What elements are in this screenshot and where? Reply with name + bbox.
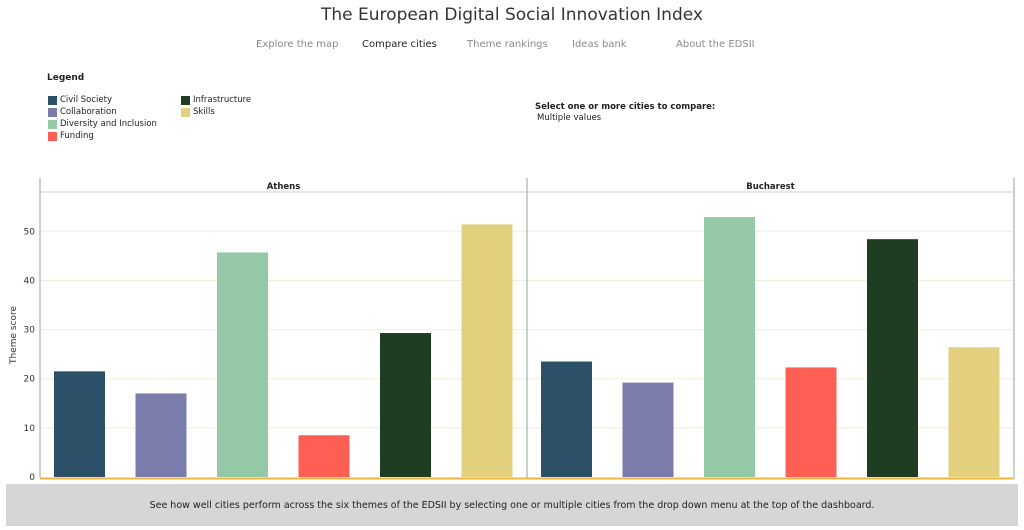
- nav-explore-map[interactable]: Explore the map: [256, 39, 339, 50]
- legend-label: Skills: [193, 107, 215, 117]
- nav-about-edsii[interactable]: About the EDSII: [676, 39, 755, 50]
- nav-compare-cities[interactable]: Compare cities: [362, 39, 437, 50]
- main-nav: Explore the map Compare cities Theme ran…: [0, 39, 1024, 53]
- legend-label: Civil Society: [60, 95, 112, 105]
- bar: [541, 361, 592, 477]
- bar: [867, 239, 918, 477]
- bar: [135, 393, 187, 477]
- bar: [54, 371, 105, 477]
- legend-item-diversity: Diversity and Inclusion: [48, 119, 157, 129]
- legend-swatch: [48, 131, 57, 141]
- legend-label: Funding: [60, 131, 94, 141]
- footer-text: See how well cities perform across the s…: [149, 499, 875, 511]
- footer-description: See how well cities perform across the s…: [6, 484, 1018, 526]
- nav-ideas-bank[interactable]: Ideas bank: [572, 39, 627, 50]
- page-title: The European Digital Social Innovation I…: [321, 5, 703, 25]
- bar: [380, 333, 431, 477]
- legend-swatch: [181, 107, 190, 117]
- legend-swatch: [48, 107, 57, 117]
- bar: [704, 217, 755, 477]
- legend-swatch: [48, 119, 57, 129]
- legend-swatch: [181, 95, 190, 105]
- y-axis-label: Theme score: [9, 305, 19, 365]
- bar: [948, 347, 1000, 477]
- y-tick-label: 20: [24, 375, 36, 385]
- bar: [217, 252, 268, 477]
- bar: [298, 435, 350, 477]
- nav-theme-rankings[interactable]: Theme rankings: [467, 39, 548, 50]
- legend-item-civil-society: Civil Society: [48, 95, 112, 105]
- bar: [785, 367, 837, 477]
- legend-item-funding: Funding: [48, 131, 94, 141]
- y-tick-label: 10: [24, 424, 36, 434]
- bar: [461, 224, 513, 477]
- panel-title: Bucharest: [746, 182, 794, 192]
- panel-title: Athens: [267, 182, 301, 192]
- y-tick-label: 30: [24, 326, 36, 336]
- legend-label: Infrastructure: [193, 95, 252, 105]
- bar: [622, 382, 674, 477]
- legend-label: Collaboration: [60, 107, 117, 117]
- legend-swatch: [48, 95, 57, 105]
- y-tick-label: 50: [24, 227, 36, 237]
- legend-item-infrastructure: Infrastructure: [181, 95, 251, 105]
- legend-title: Legend: [47, 73, 85, 83]
- legend-item-collaboration: Collaboration: [48, 107, 117, 117]
- y-tick-label: 40: [24, 276, 36, 286]
- legend-label: Diversity and Inclusion: [60, 119, 157, 129]
- y-tick-label: 0: [29, 473, 35, 482]
- legend-item-skills: Skills: [181, 107, 215, 117]
- theme-score-chart: 0 10 20 30 40 50 Theme score Athens Bucharest: [9, 178, 1015, 482]
- city-filter-dropdown[interactable]: Multiple values: [537, 113, 602, 123]
- city-filter-label: Select one or more cities to compare:: [535, 102, 716, 112]
